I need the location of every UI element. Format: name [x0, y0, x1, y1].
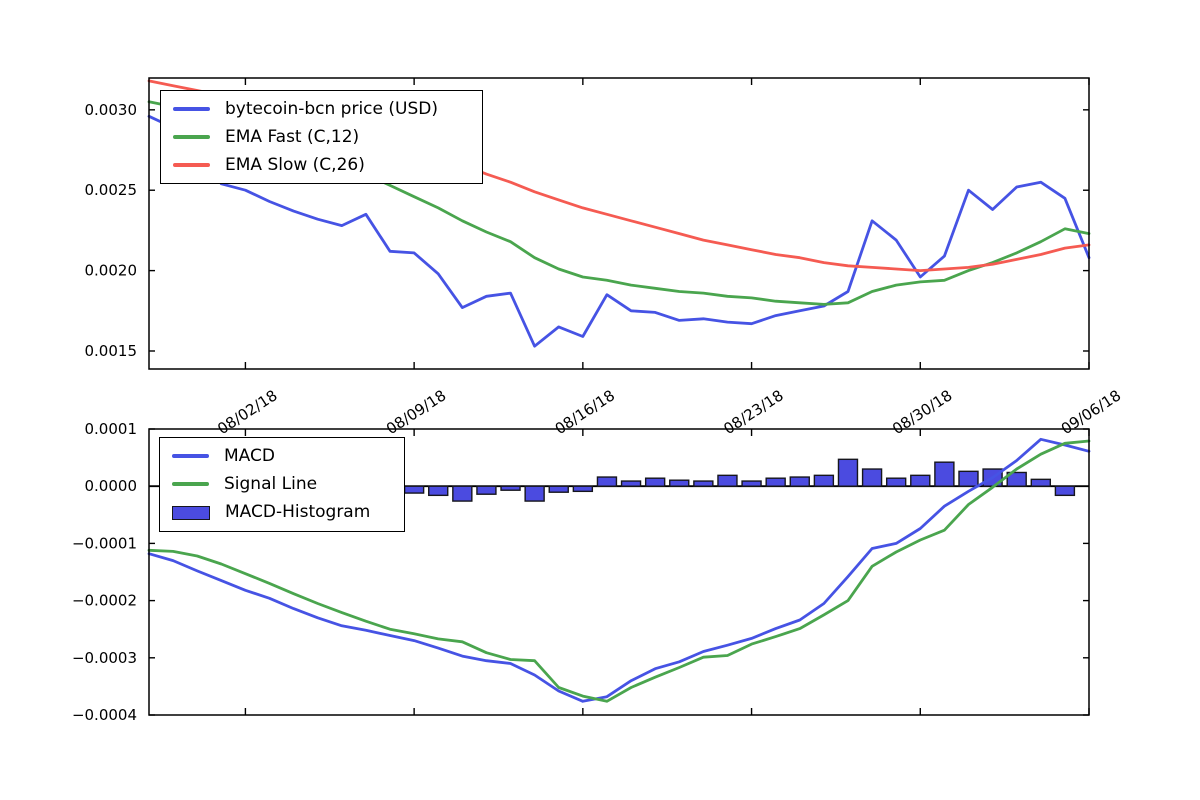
- x-tick-label: 08/30/18: [889, 386, 955, 438]
- y-tick-label: 0.0025: [85, 181, 138, 199]
- macd-histogram-bar: [741, 480, 762, 487]
- macd-histogram-bar: [1054, 485, 1076, 497]
- x-tick-label: 08/02/18: [214, 386, 280, 438]
- macd-histogram-bar: [813, 474, 835, 487]
- macd-histogram-bar: [644, 477, 666, 487]
- macd-histogram-bar: [717, 474, 738, 487]
- macd-histogram-bar: [1006, 471, 1027, 487]
- macd-histogram-bar: [958, 470, 979, 487]
- macd-histogram-bar: [403, 485, 425, 494]
- signal-line-line: [147, 439, 1091, 703]
- x-tick-label: 08/16/18: [552, 386, 618, 438]
- legend-label-histogram: MACD-Histogram: [225, 502, 371, 523]
- macd-histogram-bar: [934, 461, 955, 487]
- macd-histogram-bar: [452, 485, 473, 502]
- y-tick-label: −0.0003: [72, 649, 137, 667]
- macd-chart-legend: MACD Signal Line MACD-Histogram: [159, 437, 405, 532]
- y-tick-label: 0.0030: [85, 101, 138, 119]
- price-line-swatch: [173, 107, 210, 111]
- macd-histogram-bar: [669, 479, 690, 487]
- macd-histogram-bar: [428, 485, 449, 497]
- legend-item-ema-slow: EMA Slow (C,26): [173, 154, 470, 175]
- legend-label-ema-fast: EMA Fast (C,12): [225, 126, 360, 147]
- macd-histogram-bar: [837, 458, 859, 487]
- price-chart-frame: [148, 77, 1090, 370]
- legend-item-ema-fast: EMA Fast (C,12): [173, 126, 470, 147]
- macd-histogram-bar: [861, 468, 883, 487]
- signal-line-swatch: [172, 482, 209, 487]
- y-tick-label: 0.0001: [85, 420, 138, 438]
- legend-item-histogram: MACD-Histogram: [172, 504, 392, 521]
- macd-histogram-bar: [500, 485, 521, 491]
- y-tick-label: −0.0004: [72, 706, 137, 724]
- legend-item-macd: MACD: [172, 445, 392, 466]
- ema-fast-line-swatch: [173, 135, 210, 139]
- legend-item-price: bytecoin-bcn price (USD): [173, 98, 470, 119]
- macd-histogram-swatch: [172, 505, 210, 520]
- price-chart-legend: bytecoin-bcn price (USD) EMA Fast (C,12)…: [160, 90, 483, 184]
- legend-label-macd: MACD: [224, 445, 275, 466]
- y-tick-label: 0.0020: [85, 262, 138, 280]
- legend-item-signal: Signal Line: [172, 473, 392, 494]
- macd-histogram-bar: [885, 477, 907, 487]
- macd-chart: 0.0001 0.0000 −0.0001 −0.0002 −0.0003 −0.0004: [72, 420, 1091, 724]
- bytecoin-bcn-price-usd--line: [147, 114, 1091, 348]
- y-tick-label: −0.0001: [72, 534, 137, 552]
- y-tick-label: −0.0002: [72, 592, 137, 610]
- macd-histogram-bar: [620, 480, 642, 487]
- legend-label-ema-slow: EMA Slow (C,26): [225, 154, 365, 175]
- macd-histogram-bar: [765, 477, 786, 487]
- macd-histogram-bar: [1030, 478, 1051, 487]
- macd-histogram-bar: [596, 476, 618, 487]
- legend-label-signal: Signal Line: [224, 473, 318, 494]
- macd-histogram-bar: [572, 485, 594, 493]
- legend-label-price: bytecoin-bcn price (USD): [225, 98, 438, 119]
- macd-line: [147, 437, 1091, 703]
- x-tick-label: 08/23/18: [720, 386, 786, 438]
- x-tick-label: 08/09/18: [383, 386, 449, 438]
- macd-histogram-bar: [693, 480, 714, 487]
- x-tick-label: 09/06/18: [1058, 386, 1124, 438]
- macd-histogram-bar: [910, 474, 931, 487]
- y-tick-label: 0.0000: [85, 477, 138, 495]
- macd-histogram-bar: [789, 476, 810, 487]
- macd-line-swatch: [172, 454, 209, 459]
- y-tick-label: 0.0015: [85, 342, 138, 360]
- macd-histogram-bar: [524, 485, 545, 502]
- macd-histogram-bar: [476, 485, 497, 495]
- macd-histogram-bar: [548, 485, 569, 493]
- macd-chart-frame: [148, 428, 1090, 716]
- ema-slow-line-swatch: [173, 163, 210, 167]
